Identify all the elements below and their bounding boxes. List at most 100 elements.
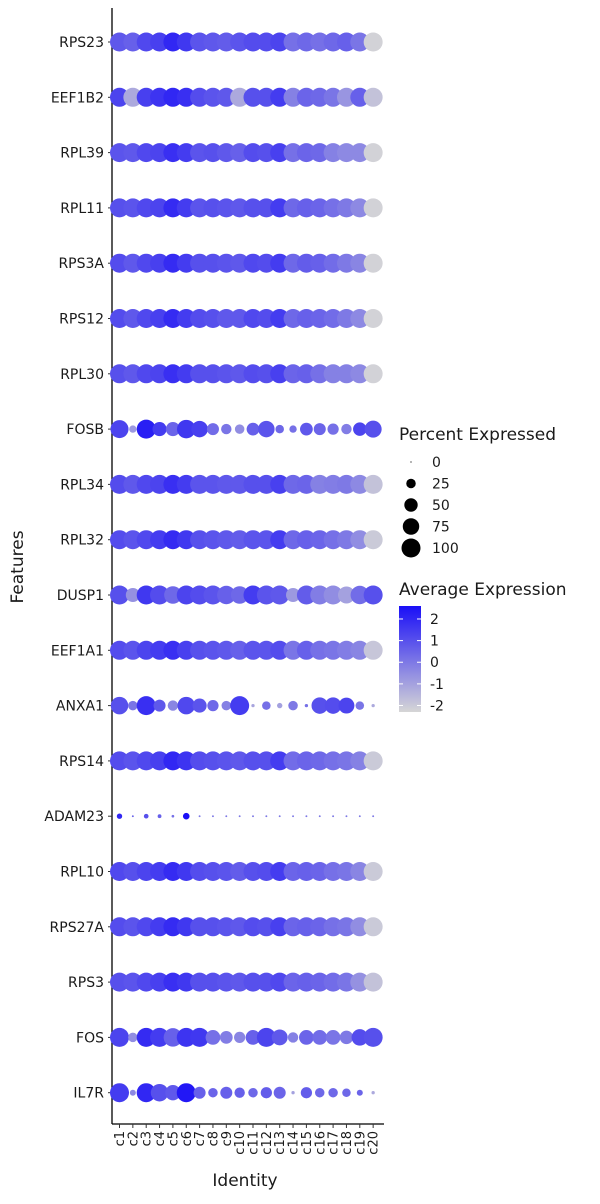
size-legend-label: 75 [432,520,450,536]
dot [270,972,290,992]
size-legend-key [401,538,421,558]
dot [190,32,210,52]
dot [203,585,223,605]
dot [270,862,290,881]
dot [110,420,129,439]
dot [363,972,383,992]
dot [216,364,236,384]
dot [310,198,330,218]
dot [110,696,129,715]
gene-label: FOS [76,1030,104,1046]
dot [296,530,316,550]
dot [283,917,303,937]
dot-layer [110,32,383,1103]
dot [182,812,190,820]
identity-label: c19 [353,1131,368,1155]
gene-label: RPL39 [60,146,104,162]
dot [176,309,196,328]
identity-label: c16 [313,1131,328,1155]
dot [323,585,343,605]
dot [305,815,308,818]
dot [123,862,143,881]
dot [283,530,303,550]
dot [296,364,316,384]
dot [203,143,223,163]
dot [270,32,290,52]
dot [292,815,294,818]
dot [363,640,383,660]
gene-label: RPS23 [59,35,104,51]
dot [323,364,343,384]
gene-label: RPL11 [60,201,104,217]
dot [150,862,170,881]
dot [310,474,330,494]
dot [363,585,383,605]
dot [219,1031,233,1044]
dot [363,1027,383,1047]
dot [123,917,143,937]
dot [350,474,370,494]
dot [136,143,156,163]
dot [163,1028,183,1047]
dot [150,253,170,273]
dot [350,640,370,660]
dot [323,972,343,992]
y-axis-title: Features [8,530,28,603]
dot [251,703,255,708]
dot [164,586,182,604]
dot [363,143,383,163]
dot [296,751,316,771]
dot [283,198,303,218]
dot [136,640,156,660]
dot [216,751,236,771]
dot [192,698,207,713]
dot [190,87,210,107]
dot [283,474,303,494]
dot [216,32,236,52]
dot [277,702,283,709]
dot [270,364,290,384]
dot [150,474,170,494]
color-legend-title: Average Expression [399,580,567,600]
dot [371,1091,375,1095]
dot [350,530,370,550]
dot [190,253,210,273]
dot [163,309,183,328]
dot [337,586,355,604]
dot [338,697,355,714]
dot [129,1089,136,1096]
dot [190,143,210,163]
identity-label: c9 [220,1131,235,1146]
dot [364,420,382,438]
size-legend-label: 25 [432,477,450,493]
identity-label: c3 [140,1131,155,1146]
plot-axes [108,8,384,1128]
dot [342,1088,351,1097]
dot [136,751,156,771]
dot [110,530,129,550]
dot [265,815,268,818]
dot [230,972,250,992]
dot [230,143,250,163]
gene-label: ADAM23 [44,809,104,825]
dot [163,862,183,881]
size-legend-label: 50 [432,498,450,514]
dot [163,640,183,660]
dot [163,143,183,163]
dot [256,1027,276,1047]
dot [350,917,370,937]
identity-label: c17 [327,1131,342,1155]
gene-label: IL7R [73,1086,104,1102]
dot [243,585,263,605]
dot [363,530,383,550]
dot [152,422,167,437]
dot [336,862,356,881]
gene-label: DUSP1 [57,588,104,604]
dot [323,917,343,937]
color-legend-label: 2 [430,612,439,628]
dot [310,530,330,550]
dot [123,253,143,273]
dot [291,1091,295,1095]
dot [323,198,343,218]
